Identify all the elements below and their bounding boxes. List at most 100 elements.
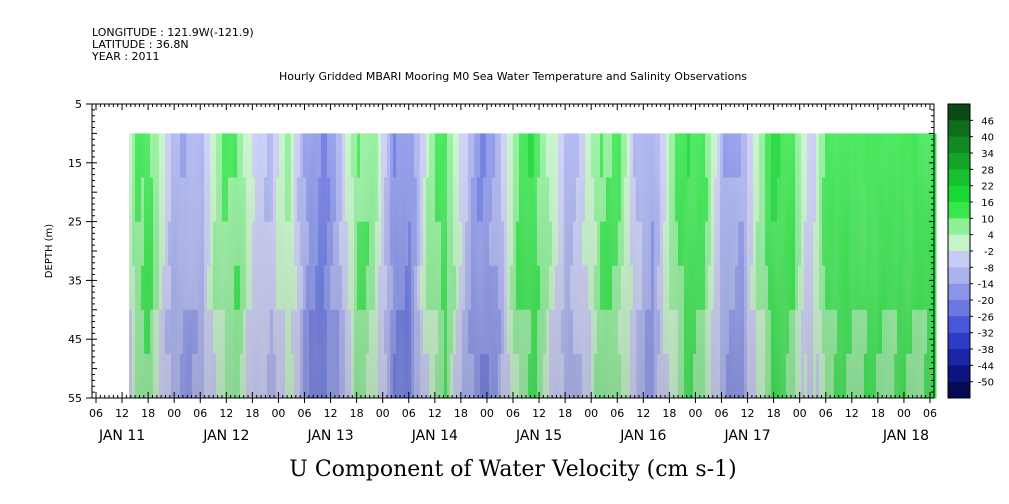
colorbar-swatch [948, 267, 970, 284]
colorbar-swatch [948, 234, 970, 252]
x-hour-tick-label: 18 [454, 407, 468, 420]
x-hour-tick-label: 00 [688, 407, 702, 420]
x-hour-tick-label: 06 [506, 407, 520, 420]
x-hour-tick-label: 12 [324, 407, 338, 420]
colorbar-tick-label: 46 [981, 116, 994, 127]
colorbar-variable-label: U Component of Water Velocity (cm s-1) [289, 457, 736, 482]
x-hour-tick-label: 12 [428, 407, 442, 420]
colorbar-swatch [948, 104, 970, 121]
colorbar-swatch [948, 185, 970, 203]
x-day-label: JAN 17 [723, 428, 770, 444]
colorbar-swatch [948, 153, 970, 170]
x-hour-tick-label: 12 [219, 407, 233, 420]
colorbar-tick-label: 22 [981, 182, 994, 193]
x-hour-tick-label: 06 [819, 407, 833, 420]
colorbar-swatch [948, 169, 970, 186]
x-hour-tick-label: 06 [298, 407, 312, 420]
colorbar-swatch [948, 332, 970, 350]
y-tick-label: 45 [68, 333, 82, 346]
x-hour-tick-label: 06 [193, 407, 207, 420]
latitude-label: LATITUDE : 36.8N [92, 38, 189, 51]
x-hour-tick-label: 18 [871, 407, 885, 420]
colorbar-tick-label: -38 [978, 345, 994, 356]
colorbar-tick-label: -32 [978, 329, 994, 340]
colorbar-swatch [948, 349, 970, 366]
depth-shading [129, 133, 934, 398]
colorbar-tick-label: -20 [978, 296, 994, 307]
x-hour-tick-label: 00 [480, 407, 494, 420]
x-day-label: JAN 14 [411, 428, 458, 444]
colorbar-swatch [948, 283, 970, 301]
x-hour-tick-label: 18 [350, 407, 364, 420]
x-axis: 06 12 18 00 06 12 18 00 06 12 18 00 06 12 18 00 06 12 18 00… [89, 104, 937, 444]
x-hour-tick-label: 12 [741, 407, 755, 420]
x-hour-tick-label: 12 [532, 407, 546, 420]
x-hour-tick-label: 06 [923, 407, 937, 420]
x-hour-tick-label: 06 [402, 407, 416, 420]
x-day-label: JAN 18 [882, 428, 929, 444]
x-hour-tick-label: 00 [376, 407, 390, 420]
x-hour-tick-label: 18 [558, 407, 572, 420]
x-hour-tick-label: 12 [636, 407, 650, 420]
x-hour-tick-label: 06 [610, 407, 624, 420]
x-day-label: JAN 12 [202, 428, 249, 444]
x-hour-tick-label: 18 [141, 407, 155, 420]
colorbar-tick-label: -26 [978, 312, 994, 323]
colorbar-tick-label: 10 [981, 214, 994, 225]
x-hour-tick-label: 12 [115, 407, 129, 420]
y-tick-label: 5 [75, 98, 82, 111]
x-hour-tick-label: 06 [715, 407, 729, 420]
x-hour-tick-label: 18 [767, 407, 781, 420]
colorbar-tick-label: 28 [981, 165, 994, 176]
y-tick-label: 55 [68, 392, 82, 405]
y-axis-label: DEPTH (m) [44, 224, 55, 278]
colorbar-swatch [948, 316, 970, 333]
colorbar-tick-label: -8 [984, 263, 994, 274]
colorbar-tick-label: -44 [978, 361, 994, 372]
colorbar-swatch [948, 136, 970, 154]
x-hour-tick-label: 12 [845, 407, 859, 420]
colorbar-swatch [948, 251, 970, 268]
x-day-label: JAN 16 [619, 428, 666, 444]
colorbar-tick-label: -50 [978, 378, 994, 389]
x-day-label: JAN 13 [306, 428, 353, 444]
colorbar: 46 40 34 28 22 16 10 4 -2 -8 -14 -20 -26 -32 -38 -44 -50 [947, 103, 994, 399]
x-hour-tick-label: 00 [897, 407, 911, 420]
x-hour-tick-label: 00 [584, 407, 598, 420]
y-tick-label: 35 [68, 274, 82, 287]
heatmap-cell [933, 353, 937, 399]
colorbar-tick-label: -14 [978, 280, 994, 291]
colorbar-swatch [948, 218, 970, 235]
colorbar-tick-label: 16 [981, 198, 994, 209]
colorbar-tick-label: 4 [988, 231, 994, 242]
heatmap-cell [933, 221, 937, 267]
colorbar-tick-label: 34 [981, 149, 994, 160]
x-hour-tick-label: 06 [89, 407, 103, 420]
heatmap-cell [933, 265, 937, 311]
colorbar-tick-label: -2 [984, 247, 994, 258]
x-hour-tick-label: 18 [662, 407, 676, 420]
heatmap-cell [933, 133, 937, 178]
colorbar-swatch [948, 202, 970, 219]
colorbar-swatch [948, 365, 970, 382]
y-axis: 5 15 25 35 45 55 [68, 98, 934, 405]
colorbar-tick-label: 40 [981, 133, 994, 144]
colorbar-swatch [948, 381, 970, 399]
x-hour-tick-label: 00 [167, 407, 181, 420]
longitude-label: LONGITUDE : 121.9W(-121.9) [92, 26, 254, 39]
y-tick-label: 25 [68, 216, 82, 229]
heatmap-texture [129, 133, 934, 398]
heatmap-cell [933, 309, 937, 355]
colorbar-swatch [948, 300, 970, 317]
x-hour-tick-label: 00 [793, 407, 807, 420]
colorbar-swatch [948, 120, 970, 137]
y-tick-label: 15 [68, 157, 82, 170]
year-label: YEAR : 2011 [91, 50, 160, 63]
x-day-label: JAN 11 [98, 428, 145, 444]
heatmap-cell [933, 177, 937, 223]
chart-title: Hourly Gridded MBARI Mooring M0 Sea Wate… [279, 70, 747, 83]
x-hour-tick-label: 18 [245, 407, 259, 420]
x-day-label: JAN 15 [515, 428, 562, 444]
x-hour-tick-label: 00 [271, 407, 285, 420]
